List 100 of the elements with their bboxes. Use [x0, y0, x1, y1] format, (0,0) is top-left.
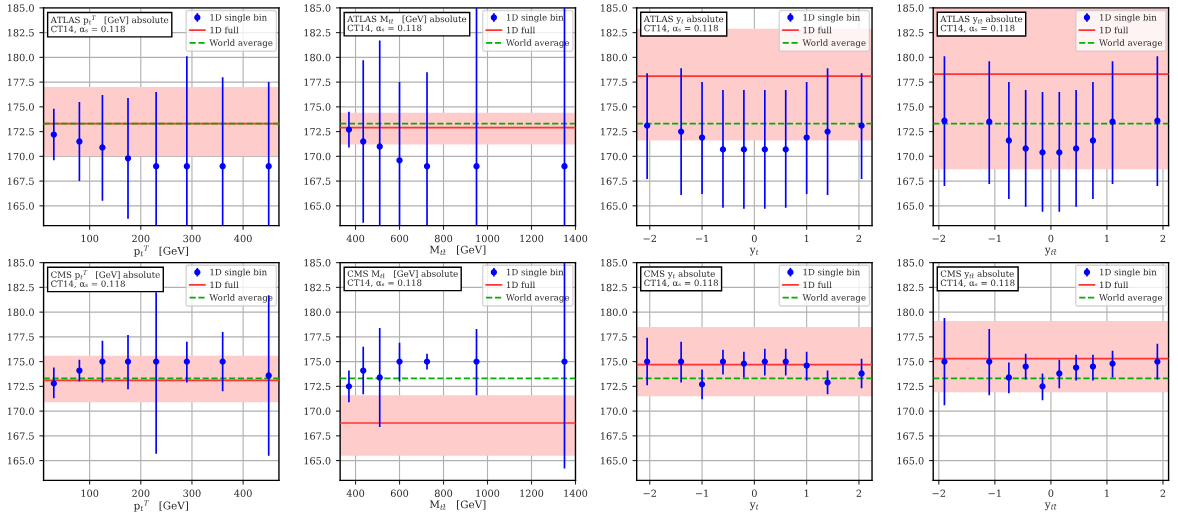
y-tick-label: 182.5 — [304, 283, 331, 292]
point — [153, 358, 160, 365]
point — [561, 163, 568, 170]
y-tick-label: 175.0 — [601, 103, 627, 111]
annotation: CMS y$_{t}$ absolute CT14, αₛ = 0.118 — [644, 270, 718, 288]
x-tick-label: 400 — [346, 489, 365, 497]
point — [561, 358, 568, 365]
point — [678, 358, 685, 365]
x-tick-label: 1 — [804, 234, 809, 243]
legend-label: World average — [1099, 39, 1163, 48]
y-tick-label: 170.0 — [897, 152, 924, 161]
point — [396, 358, 403, 365]
x-tick-label: −2 — [643, 489, 656, 497]
y-tick-label: 175.0 — [601, 358, 627, 366]
point — [423, 358, 431, 365]
point — [345, 383, 353, 390]
point — [761, 358, 768, 365]
point — [858, 122, 865, 129]
y-tick-label: 172.5 — [897, 128, 924, 136]
point — [1005, 137, 1012, 144]
legend-label: 1D single bin — [1100, 268, 1157, 278]
x-tick-label: 2 — [1160, 234, 1166, 243]
y-tick-label: 175.0 — [7, 358, 34, 366]
y-tick-label: 175.0 — [304, 358, 331, 366]
y-tick-label: 182.5 — [897, 283, 924, 292]
y-tick-label: 172.5 — [7, 382, 34, 391]
x-tick-label: 2 — [856, 489, 862, 497]
y-tick-label: 185.0 — [897, 4, 924, 12]
y-tick-label: 182.5 — [601, 283, 627, 292]
y-tick-label: 170.0 — [304, 407, 331, 415]
x-tick-label: 300 — [183, 489, 201, 497]
y-tick-label: 185.0 — [601, 259, 627, 267]
x-tick-label: 1200 — [520, 489, 544, 497]
y-tick-label: 167.5 — [601, 432, 627, 440]
y-tick-label: 182.5 — [304, 29, 331, 37]
legend-label: 1D single bin — [803, 13, 860, 23]
point — [719, 146, 727, 153]
point — [76, 138, 83, 145]
y-tick-label: 172.5 — [601, 382, 627, 391]
x-tick-label: 0 — [751, 489, 757, 497]
point — [644, 358, 651, 365]
legend-label: 1D single bin — [803, 268, 860, 278]
y-tick-label: 180.0 — [304, 308, 331, 316]
y-tick-label: 167.5 — [304, 432, 331, 440]
x-tick-label: −2 — [932, 489, 946, 497]
point — [423, 163, 431, 170]
y-tick-label: 167.5 — [304, 177, 331, 185]
text: ATLAS p$_{t}$$^{T}$ [GeV] absolute CT14, αₛ = 0.118 — [50, 15, 169, 34]
legend-label: World average — [1099, 294, 1163, 303]
x-tick-label: 1 — [1105, 234, 1109, 243]
legend-label: 1D full — [1100, 26, 1129, 34]
point — [124, 155, 132, 162]
y-tick-label: 170.0 — [304, 152, 331, 161]
y-tick-label: 180.0 — [304, 53, 331, 62]
x-tick-label: 2 — [1160, 489, 1166, 497]
point — [803, 362, 810, 369]
x-tick-label: −1 — [695, 489, 708, 497]
text: M$_{tt̄}$ [GeV] — [429, 500, 486, 510]
y-tick-label: 182.5 — [7, 29, 34, 37]
x-tick-label: 200 — [132, 234, 150, 243]
y-tick-label: 180.0 — [897, 308, 924, 316]
point — [1039, 149, 1046, 156]
x-tick-label: 1200 — [520, 234, 544, 243]
point — [265, 163, 272, 170]
annotation: ATLAS y$_{tt̄}$ absolute CT14, αₛ = 0.118 — [940, 15, 1023, 33]
point — [153, 163, 160, 170]
point — [99, 358, 106, 365]
x-axis-title: y$_{tt̄}$ — [1044, 247, 1057, 256]
legend-label: 1D single bin — [1100, 13, 1157, 23]
x-tick-label: 200 — [132, 489, 150, 497]
x-tick-label: −1 — [988, 234, 1001, 243]
legend-label: 1D full — [803, 26, 832, 34]
point — [396, 157, 403, 164]
y-tick-label: 167.5 — [7, 432, 34, 440]
point — [740, 360, 748, 367]
point — [1056, 370, 1063, 377]
x-tick-label: 800 — [434, 234, 453, 243]
legend-label: 1D full — [210, 281, 239, 289]
legend-label: World average — [802, 294, 866, 303]
y-tick-label: 185.0 — [7, 259, 34, 267]
x-tick-label: 1400 — [564, 234, 588, 243]
x-axis-title: y$_{t}$ — [749, 502, 759, 511]
x-tick-label: 1 — [1105, 489, 1109, 497]
y-tick-label: 177.5 — [601, 333, 627, 341]
y-tick-label: 177.5 — [897, 333, 924, 341]
y-tick-label: 165.0 — [601, 202, 627, 210]
x-tick-label: 400 — [234, 489, 252, 497]
point — [719, 358, 727, 365]
y-tick-label: 165.0 — [601, 457, 627, 465]
x-axis-title: y$_{t}$ — [749, 247, 759, 256]
point — [740, 146, 748, 153]
y-tick-label: 175.0 — [897, 358, 924, 366]
point — [803, 134, 810, 141]
x-tick-label: 0 — [1048, 234, 1054, 243]
text: CMS p$_{t}$$^{T}$ [GeV] absolute CT14, αₛ = 0.118 — [51, 270, 160, 289]
x-tick-label: −2 — [932, 234, 946, 243]
text: p$_{t}$$^{T}$ [GeV] — [133, 245, 188, 257]
point — [824, 128, 831, 135]
y-tick-label: 177.5 — [601, 78, 627, 86]
point — [265, 372, 272, 379]
